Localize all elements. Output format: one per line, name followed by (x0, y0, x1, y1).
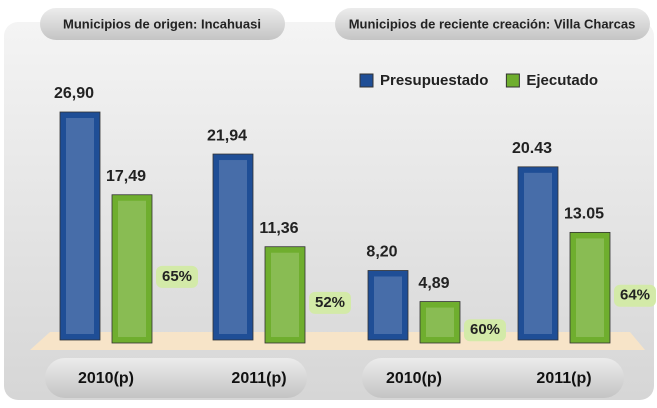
bar-highlight (219, 160, 247, 334)
category-label: 2010(p) (386, 370, 442, 387)
chart-title: Municipios de origen: Incahuasi (63, 16, 261, 31)
percent-label: 64% (620, 287, 650, 304)
bar (367, 270, 409, 341)
bar-highlight (271, 252, 299, 337)
bar-highlight (66, 118, 94, 334)
percent-badge (309, 291, 351, 314)
value-label: 21,94 (207, 127, 247, 144)
bar (212, 153, 254, 341)
percent-label: 65% (162, 268, 192, 285)
bar (517, 166, 559, 341)
value-label: 11,36 (259, 220, 298, 237)
value-label: 17,49 (106, 168, 146, 185)
title-pill (40, 8, 285, 40)
value-label: 26,90 (54, 85, 94, 102)
bar-highlight (576, 238, 604, 337)
percent-label: 52% (315, 294, 345, 311)
bar-highlight (426, 307, 454, 337)
value-label: 20.43 (512, 140, 552, 157)
value-label: 8,20 (366, 244, 397, 261)
title-pill (335, 8, 650, 40)
value-label: 13.05 (564, 206, 604, 223)
chart-title: Municipios de reciente creación: Villa C… (349, 16, 636, 31)
category-pill (362, 358, 624, 398)
category-label: 2010(p) (78, 370, 134, 387)
background (4, 22, 654, 400)
percent-badge (156, 265, 198, 288)
value-label: 4,89 (418, 275, 449, 292)
bar (569, 231, 611, 344)
legend-label: Ejecutado (526, 72, 598, 89)
category-pill (45, 358, 307, 398)
percent-label: 60% (470, 321, 500, 338)
legend-swatch (359, 73, 374, 88)
category-label: 2011(p) (536, 370, 591, 387)
bar-highlight (374, 276, 402, 334)
legend-swatch (505, 73, 520, 88)
percent-badge (614, 284, 656, 307)
category-label: 2011(p) (231, 370, 286, 387)
legend-label: Presupuestado (380, 72, 488, 89)
bar (264, 246, 306, 344)
bar (419, 301, 461, 344)
bar-highlight (118, 200, 146, 337)
percent-badge (464, 319, 506, 342)
bar-highlight (524, 172, 552, 334)
bar (111, 194, 153, 344)
bar (59, 111, 101, 341)
